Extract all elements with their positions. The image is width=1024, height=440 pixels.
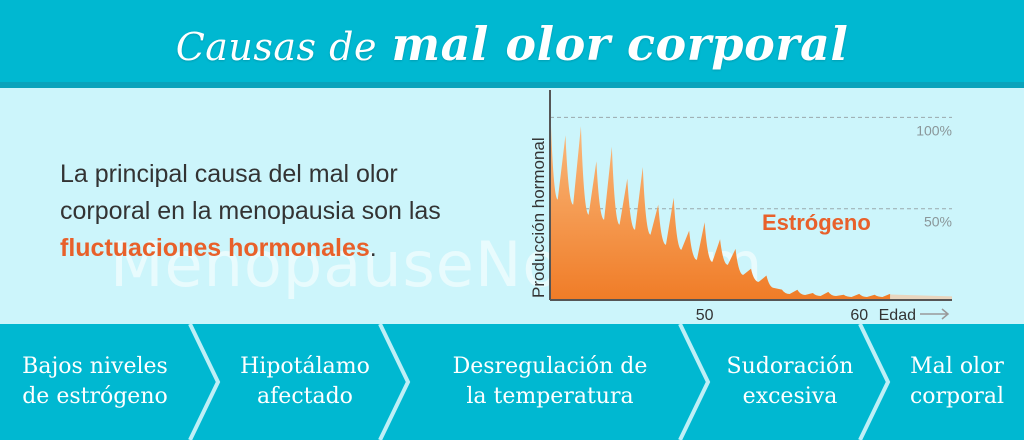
estrogen-chart: Producción hormonal 50% 100% 50 60 Edad Estróg… — [529, 90, 952, 324]
title-light: Causas de — [175, 25, 377, 69]
chevron-icon — [188, 324, 221, 440]
estrogen-tail — [890, 294, 952, 300]
chevron-icon — [378, 324, 411, 440]
step-5: Mal olor corporal — [890, 324, 1024, 440]
step-arrow-3 — [678, 324, 711, 440]
main-panel — [0, 88, 1024, 324]
step-arrow-4 — [858, 324, 891, 440]
step-label: Mal olor corporal — [909, 354, 1005, 409]
chevron-icon — [678, 324, 711, 440]
step-4: Sudoración excesiva — [710, 324, 870, 440]
y-tick-label-0: 50% — [924, 214, 952, 230]
chevron-icon — [858, 324, 891, 440]
intro-text-before: La principal causa del mal olor corporal… — [60, 160, 441, 225]
step-arrow-1 — [188, 324, 221, 440]
page-title: Causas de mal olor corporal — [176, 17, 849, 71]
intro-text: La principal causa del mal olor corporal… — [60, 156, 490, 267]
header-stripe — [0, 82, 1024, 88]
x-tick-label-0: 50 — [696, 307, 714, 324]
series-label: Estrógeno — [762, 210, 871, 235]
step-1: Bajos niveles de estrógeno — [0, 324, 190, 440]
step-label: Desregulación de la temperatura — [452, 354, 648, 409]
x-tick-label-1: 60 — [850, 307, 868, 324]
title-bold: mal olor corporal — [391, 17, 849, 71]
x-axis-label: Edad — [879, 307, 916, 324]
estrogen-area — [550, 95, 891, 300]
steps-bar: Bajos niveles de estrógeno Hipotálamo afe… — [0, 324, 1024, 440]
step-label: Hipotálamo afectado — [240, 354, 370, 409]
step-label: Bajos niveles de estrógeno — [22, 354, 168, 409]
intro-text-after: . — [369, 234, 377, 262]
y-tick-label-1: 100% — [916, 122, 952, 138]
x-axis-arrow — [920, 308, 950, 320]
step-2: Hipotálamo afectado — [220, 324, 390, 440]
step-label: Sudoración excesiva — [726, 354, 854, 409]
step-arrow-2 — [378, 324, 411, 440]
intro-highlight: fluctuaciones hormonales — [60, 234, 370, 262]
step-3: Desregulación de la temperatura — [410, 324, 690, 440]
header-banner: Causas de mal olor corporal — [0, 0, 1024, 88]
y-axis-label: Producción hormonal — [529, 137, 548, 298]
